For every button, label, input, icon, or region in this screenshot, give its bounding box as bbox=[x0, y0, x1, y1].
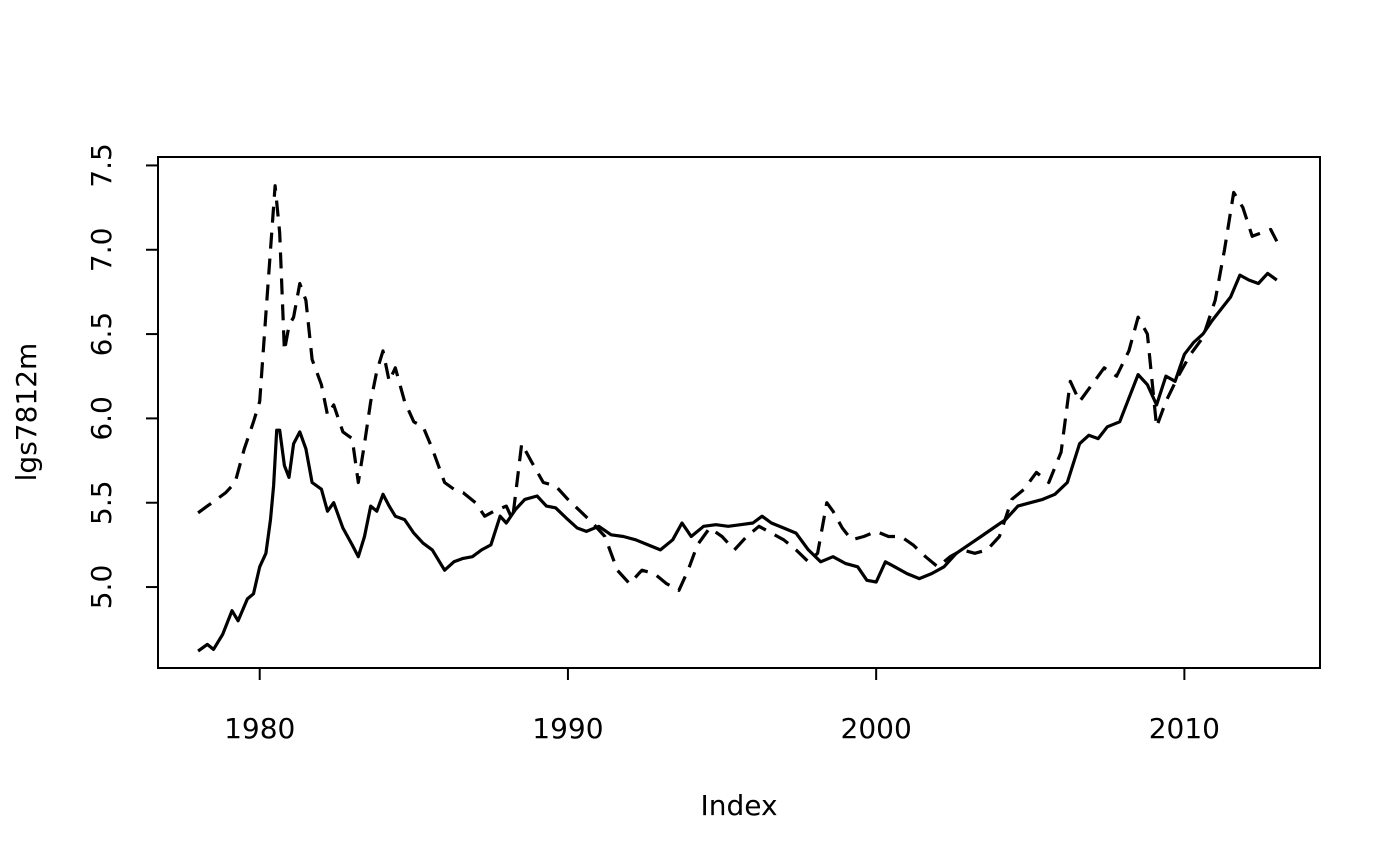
y-tick-label: 5.5 bbox=[85, 480, 118, 525]
y-tick-label: 6.0 bbox=[85, 396, 118, 441]
y-tick-label: 7.5 bbox=[85, 143, 118, 188]
series-line-solid bbox=[197, 271, 1278, 653]
x-tick-label: 2000 bbox=[841, 712, 912, 745]
series-line-dashed bbox=[197, 184, 1279, 592]
series-layer bbox=[197, 184, 1279, 653]
x-axis-label: Index bbox=[700, 789, 777, 822]
x-tick-label: 1980 bbox=[224, 712, 295, 745]
x-tick-label: 2010 bbox=[1149, 712, 1220, 745]
x-axis: 1980 1990 2000 2010 bbox=[224, 667, 1220, 745]
plot-frame bbox=[157, 156, 1321, 669]
x-tick-label: 1990 bbox=[532, 712, 603, 745]
y-tick-label: 7.0 bbox=[85, 228, 118, 273]
y-axis-label: lgs7812m bbox=[10, 343, 43, 482]
y-tick-label: 6.5 bbox=[85, 312, 118, 357]
y-tick-label: 5.0 bbox=[85, 565, 118, 610]
y-axis: 5.0 5.5 6.0 6.5 7.0 7.5 bbox=[85, 143, 159, 610]
